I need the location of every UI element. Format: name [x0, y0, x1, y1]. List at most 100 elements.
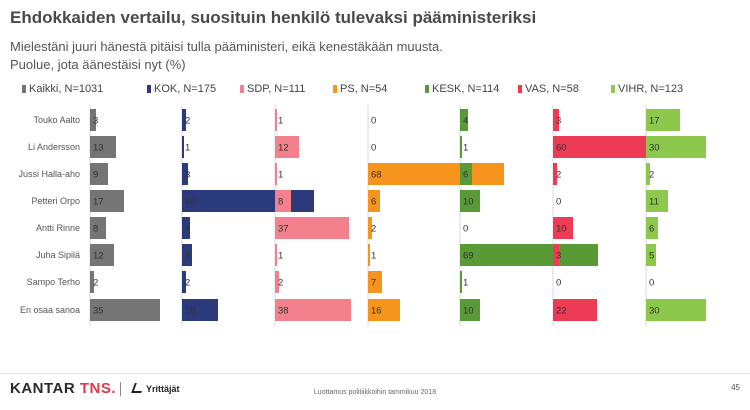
data-label: 13 — [93, 143, 104, 154]
bar — [275, 299, 351, 321]
row-label: Juha Sipilä — [35, 250, 80, 260]
legend-swatch — [333, 85, 337, 93]
bar — [90, 163, 108, 185]
bar — [182, 190, 314, 212]
legend-label: KOK, N=175 — [154, 83, 217, 95]
bar — [275, 217, 349, 239]
data-label: 2 — [278, 278, 283, 289]
bar — [182, 271, 186, 293]
data-label: 0 — [556, 197, 561, 208]
legend-label: Kaikki, N=1031 — [29, 83, 104, 95]
legend-swatch — [518, 85, 522, 93]
legend-swatch — [22, 85, 26, 93]
bar — [553, 299, 597, 321]
bar — [90, 136, 116, 158]
legend-label: SDP, N=111 — [247, 83, 306, 95]
bar — [275, 136, 299, 158]
bar — [646, 109, 680, 131]
bar — [460, 190, 480, 212]
data-label: 11 — [649, 197, 659, 208]
bar — [460, 244, 598, 266]
bar — [182, 163, 188, 185]
bar — [646, 163, 650, 185]
bar — [460, 163, 472, 185]
bar — [460, 109, 468, 131]
bar — [646, 244, 656, 266]
data-label: 16 — [371, 306, 382, 317]
data-label: 8 — [278, 197, 283, 208]
data-label: 9 — [93, 170, 98, 181]
data-label: 3 — [185, 170, 190, 181]
data-label: 37 — [278, 224, 289, 235]
data-label: 38 — [278, 306, 289, 317]
data-label: 1 — [278, 251, 283, 262]
legend-item: VIHR, N=123 — [611, 83, 683, 95]
data-label: 1 — [371, 251, 376, 262]
data-label: 30 — [649, 143, 660, 154]
data-label: 10 — [463, 306, 474, 317]
bar — [368, 271, 382, 293]
data-label: 1 — [463, 278, 468, 289]
bar — [275, 244, 277, 266]
bar — [182, 299, 218, 321]
bar — [460, 136, 462, 158]
bar — [182, 109, 186, 131]
legend-item: PS, N=54 — [333, 83, 387, 95]
bar — [90, 109, 96, 131]
data-label: 66 — [185, 197, 196, 208]
data-label: 2 — [185, 116, 190, 127]
data-label: 1 — [278, 116, 283, 127]
legend-item: VAS, N=58 — [518, 83, 579, 95]
bar — [460, 299, 480, 321]
kantar-tns-logo: KANTAR TNS. — [10, 380, 116, 397]
bar — [368, 163, 504, 185]
data-label: 4 — [463, 116, 468, 127]
legend-label: VIHR, N=123 — [618, 83, 684, 95]
row-label: Antti Rinne — [35, 223, 80, 233]
row-label: En osaa sanoa — [19, 305, 80, 315]
data-label: 0 — [463, 224, 468, 235]
bar — [90, 190, 124, 212]
data-label: 69 — [463, 251, 474, 262]
data-label: 4 — [185, 224, 190, 235]
data-label: 0 — [371, 116, 376, 127]
data-label: 2 — [556, 170, 561, 181]
data-label: 12 — [278, 143, 289, 154]
bar — [460, 271, 462, 293]
bar — [368, 244, 370, 266]
data-label: 5 — [649, 251, 654, 262]
data-label: 8 — [93, 224, 98, 235]
subtitle-line-2: Puolue, jota äänestäisi nyt (%) — [10, 57, 186, 72]
bar — [368, 299, 400, 321]
data-label: 0 — [371, 143, 376, 154]
legend-label: KESK, N=114 — [432, 83, 500, 95]
data-label: 35 — [93, 306, 104, 317]
bar — [646, 217, 658, 239]
data-label: 12 — [93, 251, 104, 262]
partner-name: Yrittäjät — [146, 384, 180, 394]
legend-item: Kaikki, N=1031 — [22, 83, 103, 95]
legend-item: KOK, N=175 — [147, 83, 216, 95]
data-label: 30 — [649, 306, 660, 317]
data-label: 3 — [93, 116, 98, 127]
legend-label: PS, N=54 — [340, 83, 388, 95]
bar — [90, 299, 160, 321]
data-label: 6 — [463, 170, 468, 181]
data-label: 2 — [185, 278, 190, 289]
bar — [275, 271, 279, 293]
legend-swatch — [147, 85, 151, 93]
bar — [553, 217, 573, 239]
data-label: 6 — [371, 197, 376, 208]
data-label: 3 — [556, 251, 561, 262]
data-label: 1 — [463, 143, 468, 154]
legend-swatch — [240, 85, 244, 93]
page-number: 45 — [731, 383, 740, 392]
data-label: 17 — [649, 116, 660, 127]
data-label: 1 — [278, 170, 283, 181]
logo-separator — [120, 382, 121, 396]
bar — [90, 217, 106, 239]
bar — [182, 136, 184, 158]
data-label: 68 — [371, 170, 382, 181]
data-label: 17 — [93, 197, 104, 208]
bar — [646, 136, 706, 158]
